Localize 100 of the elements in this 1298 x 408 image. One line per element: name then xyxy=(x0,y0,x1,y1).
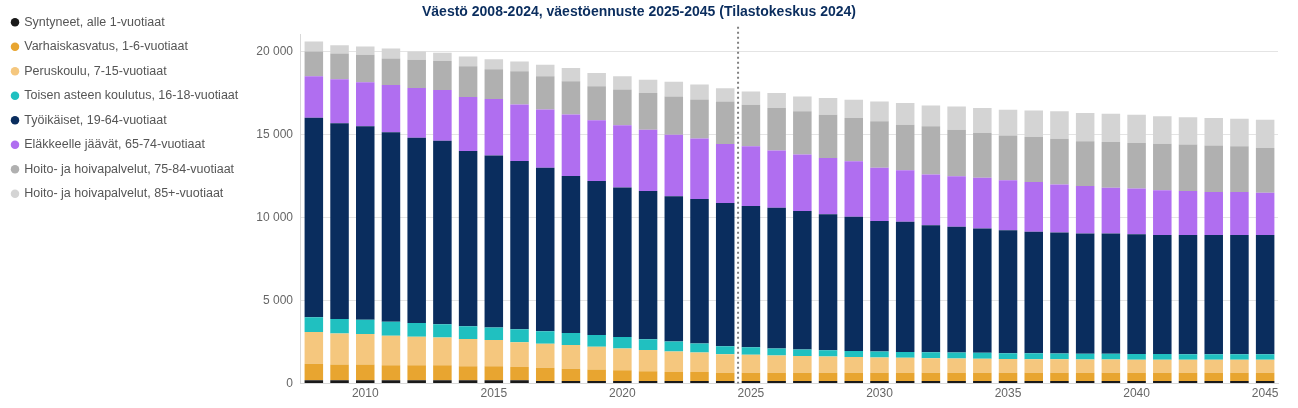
bar xyxy=(304,76,324,118)
bar xyxy=(1255,147,1275,193)
bar xyxy=(535,367,555,382)
bar xyxy=(793,211,812,350)
bar xyxy=(1127,354,1146,360)
bar xyxy=(613,76,632,90)
bar xyxy=(921,105,941,127)
bar xyxy=(921,126,941,175)
bar xyxy=(973,177,992,229)
bar xyxy=(638,191,658,340)
bar xyxy=(613,89,632,126)
bar xyxy=(715,143,735,203)
bar xyxy=(510,161,529,330)
bar xyxy=(793,111,812,155)
bar xyxy=(1127,142,1146,189)
bar xyxy=(407,322,426,337)
bar xyxy=(1075,359,1095,373)
bar xyxy=(407,59,426,88)
x-tick-label: 2035 xyxy=(994,386,1022,401)
chart-title: Väestö 2008-2024, väestöennuste 2025-2045 (Tilastokeskus 2024) xyxy=(422,3,856,20)
bar xyxy=(870,351,889,358)
legend-label: Syntyneet, alle 1-vuotiaat xyxy=(24,14,166,29)
bar xyxy=(510,329,529,343)
y-tick-label: 5 000 xyxy=(262,292,294,307)
bar xyxy=(484,99,504,156)
bar xyxy=(1178,191,1198,236)
bar xyxy=(1024,359,1043,373)
bar xyxy=(330,318,349,334)
bar xyxy=(638,371,658,382)
bar xyxy=(715,202,735,347)
bar xyxy=(1255,119,1275,148)
bar xyxy=(1255,192,1275,236)
bar xyxy=(1101,142,1121,188)
bar xyxy=(1204,372,1223,382)
bar xyxy=(870,357,889,373)
bar xyxy=(613,337,632,349)
bar xyxy=(1075,353,1095,360)
bar xyxy=(535,64,555,77)
bar xyxy=(330,333,349,365)
bar xyxy=(741,347,761,355)
bar xyxy=(638,93,658,130)
bar xyxy=(356,380,375,384)
bar xyxy=(1255,235,1275,355)
bar xyxy=(458,66,478,98)
bar xyxy=(535,167,555,332)
bar xyxy=(407,380,426,384)
bar xyxy=(793,372,812,382)
legend-label: Hoito- ja hoivapalvelut, 75-84-vuotiaat xyxy=(24,161,235,176)
bar xyxy=(741,372,761,382)
bar xyxy=(947,129,966,177)
bar xyxy=(587,120,606,181)
bar xyxy=(433,324,452,338)
legend-label: Varhaiskasvatus, 1-6-vuotiaat xyxy=(24,39,189,54)
bar xyxy=(510,104,529,162)
bar xyxy=(793,96,812,112)
bar xyxy=(690,343,709,353)
bar xyxy=(587,86,606,121)
bar xyxy=(638,339,658,350)
bar xyxy=(1178,372,1198,382)
x-tick-label: 2040 xyxy=(1123,386,1151,401)
bar xyxy=(1101,353,1121,360)
bar xyxy=(921,174,941,226)
bar xyxy=(1178,359,1198,373)
bar xyxy=(535,343,555,368)
bar xyxy=(535,109,555,168)
bar xyxy=(818,350,838,357)
bar xyxy=(1255,359,1275,373)
bar xyxy=(433,337,452,366)
bar xyxy=(818,157,838,215)
bar xyxy=(484,380,504,384)
bar xyxy=(870,121,889,168)
bar xyxy=(664,134,684,197)
bar xyxy=(613,125,632,188)
bar xyxy=(1050,184,1069,233)
bar xyxy=(664,351,684,372)
bar xyxy=(613,370,632,382)
bar xyxy=(1024,110,1043,138)
bar xyxy=(1255,372,1275,382)
bar xyxy=(973,358,992,373)
bar xyxy=(381,321,401,336)
bar xyxy=(1127,372,1146,382)
bar xyxy=(561,332,581,346)
bar xyxy=(767,93,786,109)
bar xyxy=(433,61,452,91)
bar xyxy=(433,365,452,381)
bar xyxy=(381,58,401,85)
bar xyxy=(561,175,581,333)
bar xyxy=(947,176,966,227)
bar xyxy=(484,339,504,367)
bar xyxy=(1075,372,1095,382)
bar xyxy=(1230,118,1249,147)
bar xyxy=(998,230,1018,354)
bar xyxy=(356,364,375,381)
bar xyxy=(715,88,735,102)
y-tick-label: 10 000 xyxy=(256,209,294,224)
bar xyxy=(715,354,735,373)
bar xyxy=(304,51,324,77)
bar xyxy=(998,359,1018,373)
bar xyxy=(433,140,452,325)
bar xyxy=(1230,354,1249,360)
